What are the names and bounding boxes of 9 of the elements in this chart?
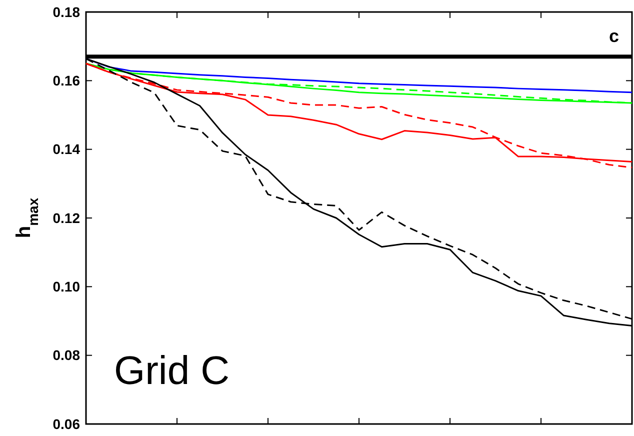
y-tick-label: 0.10 xyxy=(52,278,80,295)
y-tick-label: 0.18 xyxy=(52,4,80,20)
annotation: c xyxy=(608,26,620,46)
y-tick-label: 0.08 xyxy=(52,347,80,364)
y-tick-label: 0.06 xyxy=(52,416,80,432)
y-tick-label: 0.12 xyxy=(52,210,80,226)
y-tick-label: 0.14 xyxy=(52,141,80,158)
annotation: Grid C xyxy=(114,349,230,393)
y-tick-label: 0.16 xyxy=(52,72,80,89)
